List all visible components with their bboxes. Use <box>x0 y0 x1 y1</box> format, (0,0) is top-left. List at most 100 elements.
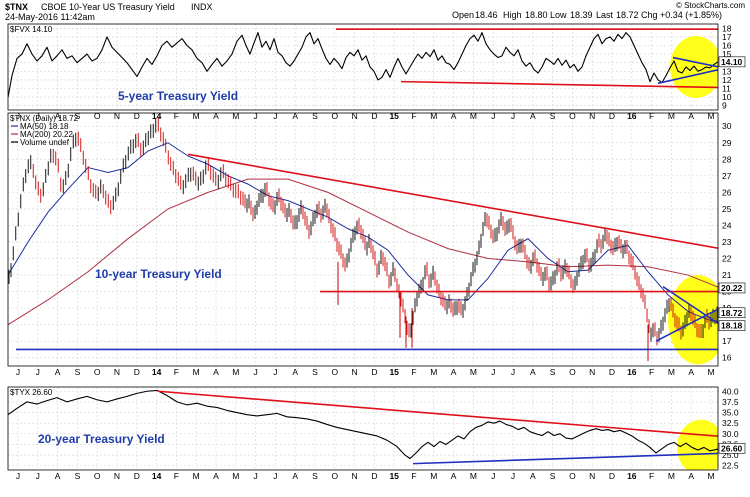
header-open-label: Open <box>452 10 474 20</box>
month-tick-label: M <box>470 111 477 121</box>
month-tick-label: J <box>491 367 495 377</box>
month-tick-label: M <box>707 111 714 121</box>
month-tick-label: F <box>174 471 179 481</box>
trendline-blue <box>657 69 718 85</box>
month-tick-label: O <box>569 471 576 481</box>
month-tick-label: A <box>688 111 694 121</box>
month-tick-label: J <box>253 367 257 377</box>
annotation-label: 10-year Treasury Yield <box>95 267 222 281</box>
month-tick-label: A <box>530 471 536 481</box>
month-tick-label: M <box>430 367 437 377</box>
month-tick-label: F <box>174 111 179 121</box>
month-tick-label: J <box>511 111 515 121</box>
month-tick-label: D <box>134 367 140 377</box>
ma200-line <box>8 178 718 326</box>
trendline-blue <box>662 285 718 325</box>
month-tick-label: N <box>114 111 120 121</box>
y-tick-label: 16 <box>722 41 732 51</box>
month-tick-label: D <box>134 471 140 481</box>
ma50-line <box>8 142 718 322</box>
stockcharts-watermark: © StockCharts.com <box>676 1 745 10</box>
month-tick-label: M <box>232 471 239 481</box>
month-tick-label: D <box>371 111 377 121</box>
annotation-label: 5-year Treasury Yield <box>118 89 238 103</box>
month-tick-label: M <box>232 111 239 121</box>
month-tick-label: S <box>75 367 81 377</box>
month-tick-label: O <box>569 367 576 377</box>
month-tick-label: F <box>411 367 416 377</box>
month-tick-label: S <box>550 471 556 481</box>
month-tick-label: O <box>94 471 101 481</box>
y-tick-label: 26 <box>722 187 732 197</box>
month-tick-label: J <box>273 367 277 377</box>
y-tick-label: 30 <box>722 121 732 131</box>
month-tick-label: A <box>688 367 694 377</box>
month-tick-label: N <box>114 471 120 481</box>
y-tick-label: 25.0 <box>722 450 739 460</box>
month-tick-label: J <box>511 471 515 481</box>
month-tick-label: F <box>649 471 654 481</box>
trendline-blue <box>672 56 718 68</box>
month-tick-label: A <box>55 471 61 481</box>
value-tag-box <box>718 307 746 319</box>
month-tick-label: 15 <box>389 471 399 481</box>
chart-panels: 181716151413121110914.10$FVX 14.105-year… <box>7 23 746 471</box>
month-tick-label: A <box>688 471 694 481</box>
value-tag-label: 26.60 <box>721 443 743 453</box>
month-tick-label: O <box>331 471 338 481</box>
month-tick-label: 14 <box>152 471 162 481</box>
y-tick-label: 24 <box>722 220 732 230</box>
month-tick-label: J <box>491 111 495 121</box>
month-tick-label: J <box>16 471 20 481</box>
trendline-red <box>400 80 718 89</box>
y-tick-label: 27 <box>722 171 732 181</box>
header-last-label: Last <box>596 10 614 20</box>
month-tick-label: N <box>589 471 595 481</box>
month-tick-label: O <box>331 367 338 377</box>
month-tick-label: A <box>213 471 219 481</box>
y-tick-label: 28 <box>722 154 732 164</box>
month-tick-label: A <box>292 471 298 481</box>
month-tick-label: J <box>253 471 257 481</box>
y-tick-label: 10 <box>722 92 732 102</box>
legend-entry: MA(200) 20.22 <box>20 130 73 139</box>
month-tick-label: S <box>312 471 318 481</box>
month-tick-label: M <box>668 111 675 121</box>
y-tick-label: 11 <box>722 84 731 94</box>
header-open-value: 18.46 <box>475 10 498 20</box>
header-high-label: High <box>503 10 522 20</box>
month-tick-label: N <box>352 367 358 377</box>
month-tick-label: J <box>36 111 40 121</box>
legend-entry: $TYX 26.60 <box>10 388 53 397</box>
month-tick-label: J <box>36 367 40 377</box>
panel-frame <box>7 112 719 367</box>
panel-frame <box>7 386 719 471</box>
header-exchange: INDX <box>191 2 213 12</box>
header-description: CBOE 10-Year US Treasury Yield <box>41 2 175 12</box>
y-tick-label: 9 <box>722 101 727 111</box>
month-tick-label: M <box>707 471 714 481</box>
panel-tnx: 30292827262524232221201918171620.2218.72… <box>7 112 746 367</box>
month-tick-label: D <box>371 471 377 481</box>
month-tick-label: M <box>430 471 437 481</box>
trendline-blue <box>655 308 718 342</box>
month-tick-label: D <box>609 367 615 377</box>
panel-plot-area <box>8 389 718 470</box>
month-tick-label: F <box>649 367 654 377</box>
month-tick-label: 14 <box>152 367 162 377</box>
y-tick-label: 15 <box>722 49 732 59</box>
y-tick-label: 17 <box>722 32 732 42</box>
month-tick-label: A <box>530 367 536 377</box>
legend-entry: MA(50) 18.18 <box>20 122 69 131</box>
header-low-value: 18.39 <box>570 10 593 20</box>
value-tag-box <box>718 442 746 454</box>
month-tick-label: 16 <box>627 111 637 121</box>
month-tick-label: J <box>36 471 40 481</box>
month-tick-label: A <box>451 471 457 481</box>
legend-entry: Volume undef <box>20 138 70 147</box>
month-tick-label: F <box>174 367 179 377</box>
y-tick-label: 13 <box>722 66 732 76</box>
y-tick-label: 23 <box>722 237 732 247</box>
month-tick-label: D <box>371 367 377 377</box>
